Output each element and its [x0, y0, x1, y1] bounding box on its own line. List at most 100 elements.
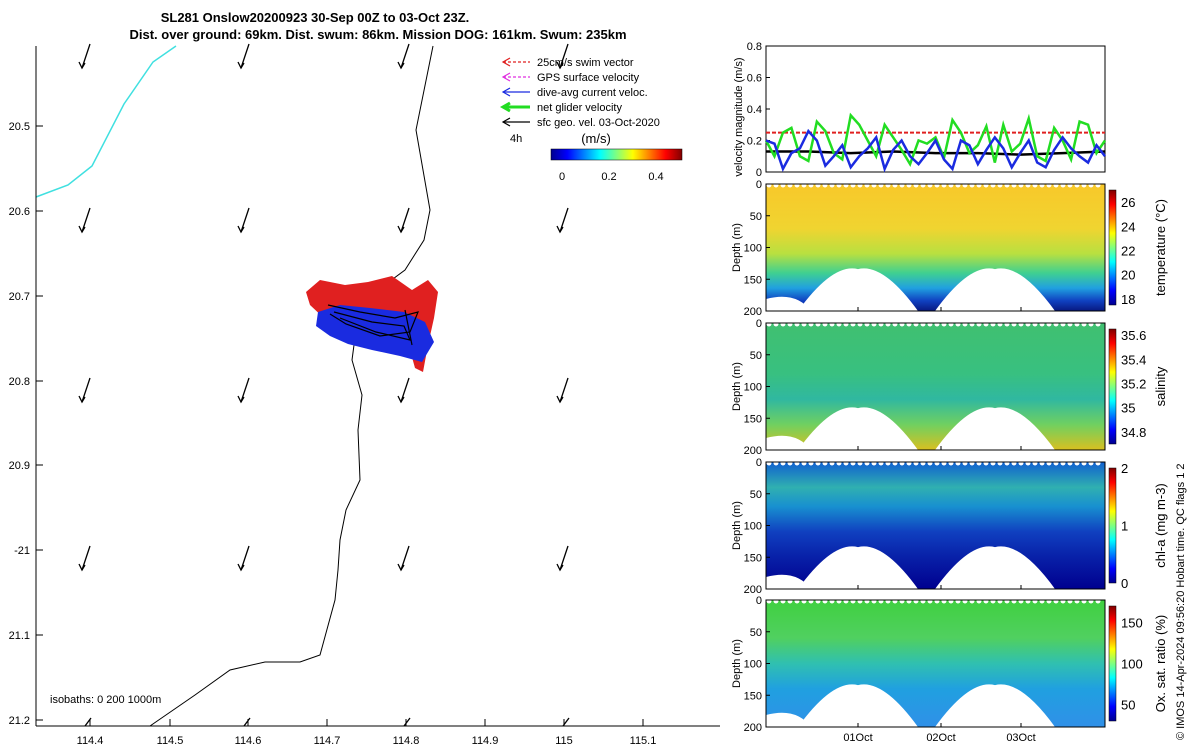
profile-edge-dot [1018, 182, 1024, 188]
profile-edge-dot [1081, 321, 1087, 327]
profile-edge-dot [899, 182, 905, 188]
velocity-y-tick-label: 0.6 [747, 73, 762, 85]
profile-edge-dot [878, 460, 884, 466]
geo-arrow [397, 377, 410, 404]
svg-text:GPS surface velocity: GPS surface velocity [537, 72, 640, 84]
profile-edge-dot [885, 321, 891, 327]
profile-edge-dot [801, 182, 807, 188]
geo-arrow [243, 717, 251, 727]
profile-edge-dot [913, 321, 919, 327]
profile-edge-dot [1081, 182, 1087, 188]
profile-colorbar-label: salinity [1153, 366, 1168, 406]
profile-edge-dot [843, 182, 849, 188]
profile-edge-dot [906, 182, 912, 188]
profile-colorbar-label: Ox. sat. ratio (%) [1153, 615, 1168, 713]
map-y-tick-label: 20.7 [9, 291, 30, 303]
profile-ylabel: Depth (m) [731, 501, 743, 550]
geo-arrow [78, 545, 91, 572]
profile-edge-dot [1074, 460, 1080, 466]
profile-edge-dot [1095, 182, 1101, 188]
profile-colorbar-tick: 1 [1121, 519, 1128, 534]
profile-edge-dot [1053, 598, 1059, 604]
profile-edge-dot [990, 460, 996, 466]
profile-edge-dot [857, 598, 863, 604]
map-x-tick-label: 114.9 [472, 735, 499, 747]
profile-y-tick-label: 50 [750, 627, 762, 639]
profile-edge-dot [920, 598, 926, 604]
profile-gap [935, 407, 1055, 450]
profile-edge-dot [1018, 321, 1024, 327]
profile-edge-dot [794, 321, 800, 327]
profile-edge-dot [1046, 460, 1052, 466]
figure-title-line1: SL281 Onslow20200923 30-Sep 00Z to 03-Oc… [161, 10, 470, 25]
profile-edge-dot [906, 321, 912, 327]
copyright-text: © IMOS 14-Apr-2024 09:56:20 Hobart time.… [1175, 463, 1187, 740]
profile-edge-dot [878, 182, 884, 188]
profile-edge-dot [927, 182, 933, 188]
geo-arrow [397, 545, 410, 572]
profile-edge-dot [906, 460, 912, 466]
profile-edge-dot [1046, 598, 1052, 604]
profile-edge-dot [850, 321, 856, 327]
profile-colorbar-tick: 35.2 [1121, 376, 1146, 391]
svg-text:dive-avg current veloc.: dive-avg current veloc. [537, 87, 648, 99]
profile-ylabel: Depth (m) [731, 362, 743, 411]
speed-colorbar [550, 148, 683, 161]
profile-y-tick-label: 50 [750, 211, 762, 223]
map-x-tick-label: 114.7 [314, 735, 341, 747]
geo-arrow [556, 545, 569, 572]
speed-colorbar-ticks: 0 0.2 0.4 [559, 171, 664, 183]
profile-x-tick-label: 02Oct [926, 732, 955, 744]
profile-edge-dot [1011, 460, 1017, 466]
profile-gap [798, 684, 918, 727]
profile-edge-dot [836, 321, 842, 327]
map-panel: 114.4 114.5 114.6 114.7 114.8 114.9 115 115.1 2… [9, 43, 720, 747]
profile-edge-dot [843, 460, 849, 466]
profile-edge-dot [871, 598, 877, 604]
profile-edge-dot [920, 321, 926, 327]
profile-edge-dot [983, 182, 989, 188]
profile-edge-dot [976, 321, 982, 327]
profile-edge-dot [969, 321, 975, 327]
profile-edge-dot [1095, 321, 1101, 327]
profile-edge-dot [1011, 182, 1017, 188]
profile-edge-dot [766, 182, 772, 188]
profile-edge-dot [808, 182, 814, 188]
profile-edge-dot [836, 598, 842, 604]
profile-edge-dot [1067, 598, 1073, 604]
speed-colorbar-tick: 0 [559, 171, 565, 183]
profile-edge-dot [948, 321, 954, 327]
map-area [36, 46, 720, 726]
profile-edge-dot [1074, 598, 1080, 604]
profile-edge-dot [1011, 598, 1017, 604]
profile-edge-dot [955, 182, 961, 188]
geo-arrow [237, 207, 250, 234]
profile-edge-dot [1004, 598, 1010, 604]
profile-edge-dot [1046, 182, 1052, 188]
profile-edge-dot [913, 598, 919, 604]
profile-edge-dot [941, 182, 947, 188]
profile-edge-dot [864, 460, 870, 466]
profile-edge-dot [773, 598, 779, 604]
profile-edge-dot [850, 460, 856, 466]
profile-edge-dot [885, 182, 891, 188]
profile-edge-dot [871, 460, 877, 466]
profile-edge-dot [801, 460, 807, 466]
profile-edge-dot [1032, 598, 1038, 604]
map-legend-entry: sfc geo. vel. 03-Oct-2020 [501, 117, 660, 129]
profile-y-tick-label: 0 [756, 318, 762, 330]
profile-y-tick-label: 100 [744, 659, 762, 671]
geo-arrow [78, 43, 91, 70]
profile-edge-dot [1088, 321, 1094, 327]
profile-edge-dot [920, 460, 926, 466]
speed-colorbar-tick: 0.4 [648, 171, 663, 183]
profile-edge-dot [822, 321, 828, 327]
profile-edge-dot [801, 598, 807, 604]
profile-colorbar-tick: 35.4 [1121, 352, 1146, 367]
profile-edge-dot [850, 598, 856, 604]
profile-edge-dot [1004, 182, 1010, 188]
profile-edge-dot [990, 598, 996, 604]
profile-edge-dot [1039, 321, 1045, 327]
